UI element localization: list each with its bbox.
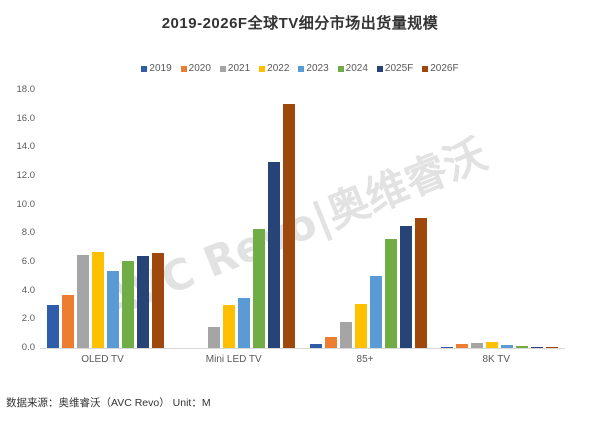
x-axis-line: [40, 348, 565, 349]
legend-swatch-icon: [376, 65, 383, 72]
bar: [530, 346, 543, 348]
legend-swatch-icon: [298, 65, 305, 72]
y-tick-label: 12.0: [16, 170, 36, 181]
legend-label: 2025F: [384, 63, 414, 74]
y-tick-label: 8.0: [21, 227, 35, 239]
data-source-note: 数据来源：奥维睿沃（AVC Revo） Unit：M: [6, 397, 211, 409]
legend-label: 2024: [345, 63, 368, 74]
bar: [440, 346, 453, 348]
legend-swatch-icon: [422, 65, 429, 72]
bar: [324, 336, 337, 348]
bar: [500, 345, 513, 348]
bar: [515, 345, 528, 348]
x-tick-label: 8K TV: [482, 354, 511, 365]
y-tick-label: 4.0: [21, 284, 35, 296]
bar: [369, 276, 382, 348]
x-tick-label: 85+: [356, 354, 374, 365]
bar: [208, 326, 221, 348]
bar: [414, 217, 427, 348]
legend-label: 2026F: [430, 63, 459, 74]
x-tick-label: OLED TV: [81, 354, 124, 365]
bar: [137, 256, 150, 348]
bar: [152, 253, 165, 348]
bar: [122, 260, 135, 348]
bar: [107, 270, 120, 348]
bar: [77, 254, 90, 348]
legend-swatch-icon: [219, 65, 226, 72]
plot-area: [40, 90, 565, 348]
bar: [455, 343, 468, 348]
bar: [268, 161, 281, 348]
legend-item: 2026F: [422, 63, 459, 74]
bar: [339, 322, 352, 348]
y-tick-label: 10.0: [16, 198, 36, 210]
legend-swatch-icon: [141, 65, 148, 72]
legend-label: 2022: [267, 63, 290, 74]
bar: [399, 226, 412, 348]
legend-item: 2024: [337, 63, 368, 74]
y-tick-label: 0.0: [21, 342, 35, 353]
x-tick-label: Mini LED TV: [205, 354, 262, 365]
bar: [253, 229, 266, 348]
bar: [283, 104, 296, 348]
legend-swatch-icon: [337, 65, 344, 72]
y-tick-label: 18.0: [16, 84, 36, 95]
legend-item: 2020: [180, 63, 211, 74]
legend-swatch-icon: [180, 65, 187, 72]
bar: [485, 342, 498, 348]
bar: [309, 343, 322, 348]
bar: [238, 297, 251, 348]
chart-title: 2019-2026F全球TV细分市场出货量规模: [161, 15, 439, 32]
legend-item: 2022: [259, 63, 289, 74]
bar: [47, 305, 60, 348]
y-tick-label: 2.0: [21, 313, 35, 325]
legend-item: 2019: [141, 63, 172, 74]
bar: [354, 303, 367, 348]
bar: [470, 342, 483, 348]
legend-item: 2025F: [376, 63, 414, 74]
y-tick-label: 14.0: [16, 141, 36, 153]
legend-swatch-icon: [259, 65, 266, 72]
y-tick-label: 16.0: [16, 112, 36, 124]
legend-item: 2021: [219, 63, 251, 74]
legend-label: 2021: [227, 63, 251, 74]
chart-legend: 2019 2020 2021 2022 2023 2024 2025F 2026F: [0, 63, 600, 74]
bar: [384, 239, 397, 348]
legend-item: 2023: [298, 63, 329, 74]
legend-label: 2023: [306, 63, 329, 74]
bar: [92, 251, 105, 348]
bar: [62, 294, 75, 348]
bar: [545, 346, 558, 348]
legend-label: 2020: [188, 63, 211, 74]
bar: [223, 305, 236, 348]
y-tick-label: 6.0: [21, 256, 35, 267]
legend-label: 2019: [149, 63, 172, 74]
